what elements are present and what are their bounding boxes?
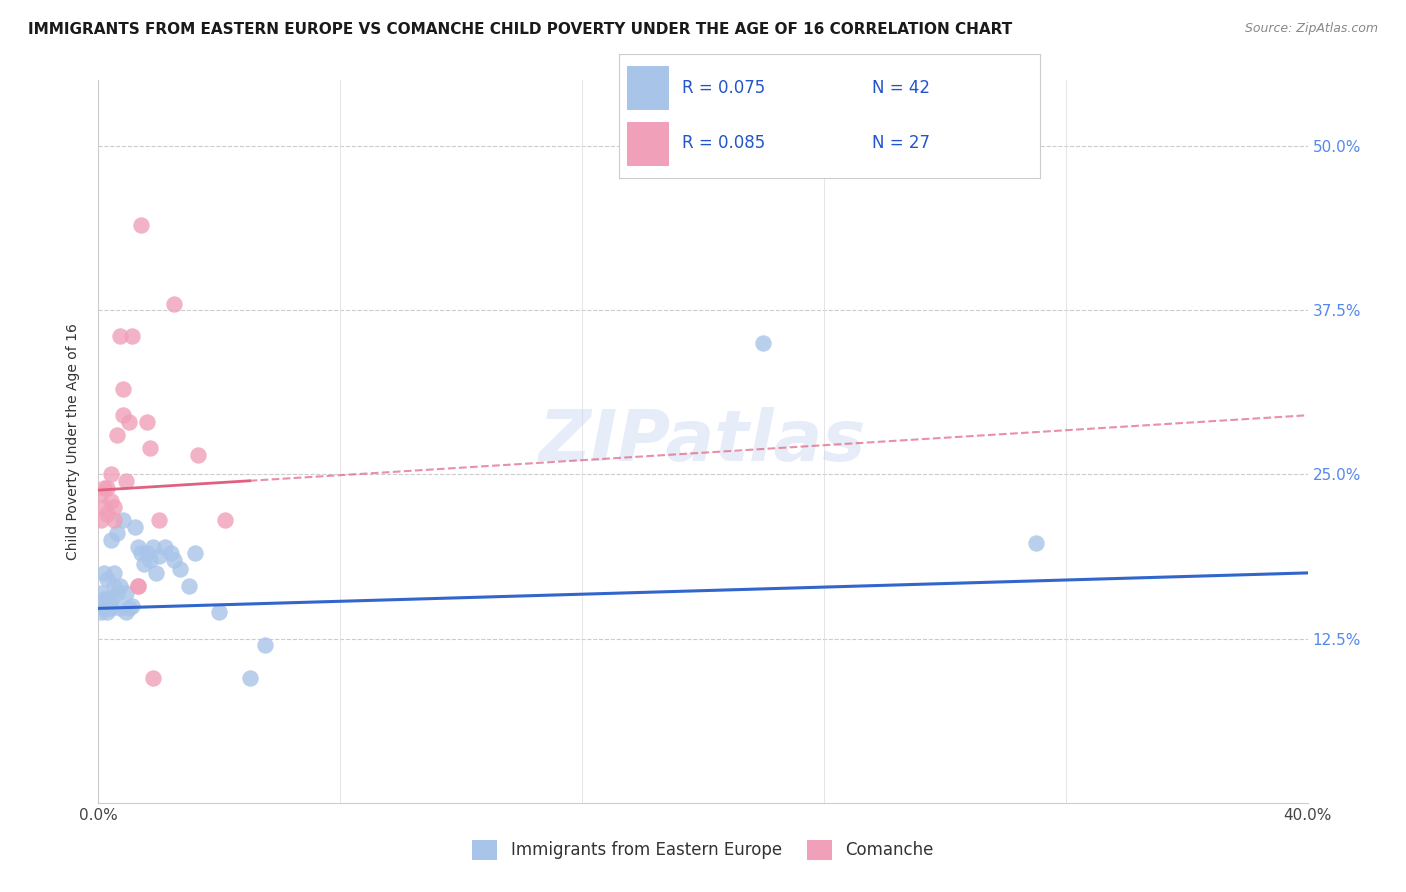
Point [139, 553, 162, 567]
Point [132, 557, 155, 571]
Point [93, 592, 115, 607]
Point [114, 585, 136, 599]
Point [105, 428, 128, 442]
Point [163, 553, 186, 567]
Point [214, 513, 236, 527]
Point [90, 487, 112, 501]
Point [127, 579, 149, 593]
Point [208, 605, 231, 619]
Point [108, 329, 131, 343]
Point [114, 474, 136, 488]
Point [121, 599, 143, 613]
Text: N = 42: N = 42 [872, 79, 929, 97]
Point [752, 336, 775, 351]
Point [105, 585, 128, 599]
Point [142, 540, 165, 554]
Point [96, 605, 118, 619]
Point [108, 579, 131, 593]
Text: N = 27: N = 27 [872, 135, 929, 153]
Point [148, 513, 170, 527]
Point [163, 296, 186, 310]
Point [1024, 535, 1046, 549]
Y-axis label: Child Poverty Under the Age of 16: Child Poverty Under the Age of 16 [66, 323, 80, 560]
Text: R = 0.075: R = 0.075 [682, 79, 765, 97]
Point [96, 507, 118, 521]
Point [93, 566, 115, 580]
Text: ZIPatlas: ZIPatlas [540, 407, 866, 476]
Point [121, 329, 143, 343]
Point [187, 448, 209, 462]
Point [135, 415, 157, 429]
Point [111, 382, 134, 396]
Point [100, 493, 122, 508]
Point [100, 467, 122, 482]
Point [111, 513, 134, 527]
Point [111, 409, 134, 423]
Point [96, 481, 118, 495]
Point [114, 605, 136, 619]
Text: R = 0.085: R = 0.085 [682, 135, 765, 153]
Point [93, 601, 115, 615]
Point [179, 579, 201, 593]
Point [160, 546, 183, 560]
Point [100, 592, 122, 607]
Point [108, 601, 131, 615]
Point [142, 671, 165, 685]
Bar [627, 66, 669, 110]
Point [90, 605, 112, 619]
Point [96, 573, 118, 587]
Point [103, 513, 125, 527]
Point [253, 638, 276, 652]
Point [103, 566, 125, 580]
Point [100, 533, 122, 547]
Point [153, 540, 176, 554]
Point [103, 500, 125, 515]
Legend: Immigrants from Eastern Europe, Comanche: Immigrants from Eastern Europe, Comanche [465, 833, 941, 867]
Point [129, 218, 152, 232]
Point [239, 671, 262, 685]
Point [184, 546, 207, 560]
Point [96, 592, 118, 607]
Point [135, 546, 157, 560]
Point [90, 513, 112, 527]
Point [124, 520, 146, 534]
Bar [627, 122, 669, 166]
Text: IMMIGRANTS FROM EASTERN EUROPE VS COMANCHE CHILD POVERTY UNDER THE AGE OF 16 COR: IMMIGRANTS FROM EASTERN EUROPE VS COMANC… [28, 22, 1012, 37]
Point [103, 579, 125, 593]
Point [100, 601, 122, 615]
Point [148, 549, 170, 563]
Text: Source: ZipAtlas.com: Source: ZipAtlas.com [1244, 22, 1378, 36]
Point [118, 601, 141, 615]
Point [93, 500, 115, 515]
Point [129, 546, 152, 560]
Point [118, 415, 141, 429]
Point [169, 562, 191, 576]
Point [93, 481, 115, 495]
Point [145, 566, 167, 580]
Point [127, 540, 149, 554]
Point [127, 579, 149, 593]
Point [105, 526, 128, 541]
Point [90, 585, 112, 599]
Point [139, 441, 162, 455]
